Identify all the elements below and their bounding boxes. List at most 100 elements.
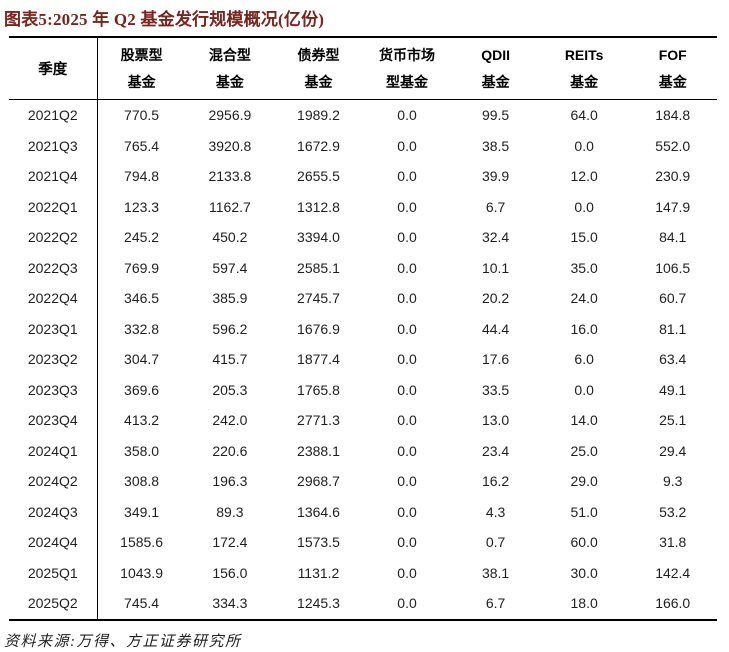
value-cell: 6.7 <box>485 595 506 612</box>
value-cell: 1162.7 <box>209 198 251 215</box>
value-cell: 220.6 <box>212 442 248 459</box>
value-cell: 0.0 <box>397 290 417 307</box>
value-cell: 0.0 <box>397 168 417 185</box>
column-header: QDII 基金 <box>451 37 540 100</box>
quarter-cell: 2021Q2 <box>9 99 98 131</box>
table-row: 2024Q3 349.1 89.3 1364.6 0.0 4.3 51.0 53.2 <box>9 496 717 527</box>
value-cell: 0.0 <box>397 412 417 429</box>
value-cell: 1989.2 <box>297 107 340 124</box>
value-cell: 0.0 <box>397 137 417 154</box>
quarter-cell: 2022Q4 <box>9 283 98 314</box>
value-cell: 1364.6 <box>297 503 340 520</box>
table-row: 2024Q1 358.0 220.6 2388.1 0.0 23.4 25.0 29.4 <box>9 435 717 466</box>
value-cell: 2968.7 <box>297 473 340 490</box>
value-cell: 106.5 <box>655 259 691 276</box>
value-cell: 2585.1 <box>297 259 340 276</box>
quarter-cell: 2024Q3 <box>9 496 98 527</box>
value-cell: 242.0 <box>212 412 248 429</box>
value-cell: 81.1 <box>659 320 687 337</box>
value-cell: 10.1 <box>481 259 510 276</box>
chart-title: 图表5:2025 年 Q2 基金发行规模概况(亿份) <box>4 10 325 29</box>
table-row: 2021Q3 765.4 3920.8 1672.9 0.0 38.5 0.0 552.0 <box>9 130 717 161</box>
column-header-line1: REITs <box>564 46 604 63</box>
table-row: 2023Q4 413.2 242.0 2771.3 0.0 13.0 14.0 25.1 <box>9 405 717 436</box>
quarter-cell: 2021Q4 <box>9 161 98 192</box>
value-cell: 2388.1 <box>297 442 340 459</box>
column-header: 货币市场 型基金 <box>363 37 452 100</box>
value-cell: 196.3 <box>212 473 248 490</box>
quarter-column-header: 季度 <box>9 37 98 100</box>
column-header-line1: FOF <box>658 46 687 63</box>
value-cell: 0.0 <box>397 473 417 490</box>
value-cell: 16.0 <box>570 320 598 337</box>
value-cell: 44.4 <box>481 320 510 337</box>
column-header-line1: 混合型 <box>208 46 251 63</box>
quarter-cell: 2023Q1 <box>9 313 98 344</box>
value-cell: 769.9 <box>124 259 160 276</box>
value-cell: 2745.7 <box>297 290 340 307</box>
fund-issuance-table: 季度 股票型 基金 混合型 基金 债券型 基金 货币市场 型基金 QDII 基金 REITs 基金 FO… <box>9 36 717 621</box>
value-cell: 15.0 <box>570 229 598 246</box>
quarter-cell: 2022Q3 <box>9 252 98 283</box>
value-cell: 0.0 <box>397 534 417 551</box>
value-cell: 23.4 <box>481 442 510 459</box>
value-cell: 13.0 <box>481 412 510 429</box>
value-cell: 30.0 <box>570 564 598 581</box>
table-row: 2024Q4 1585.6 172.4 1573.5 0.0 0.7 60.0 31.8 <box>9 527 717 558</box>
value-cell: 184.8 <box>655 107 691 124</box>
value-cell: 0.0 <box>397 259 417 276</box>
quarter-cell: 2024Q2 <box>9 466 98 497</box>
column-header: FOF 基金 <box>628 37 717 100</box>
column-header-line2: 基金 <box>481 73 510 90</box>
value-cell: 1765.8 <box>297 381 340 398</box>
table-row: 2022Q1 123.3 1162.7 1312.8 0.0 6.7 0.0 147.9 <box>9 191 717 222</box>
value-cell: 1573.5 <box>297 534 340 551</box>
value-cell: 2133.8 <box>208 168 252 185</box>
value-cell: 304.7 <box>124 351 160 368</box>
value-cell: 1676.9 <box>297 320 340 337</box>
value-cell: 64.0 <box>570 107 598 124</box>
value-cell: 4.3 <box>485 503 506 520</box>
column-header: REITs 基金 <box>540 37 629 100</box>
value-cell: 18.0 <box>570 595 598 612</box>
value-cell: 1245.3 <box>297 595 340 612</box>
column-header: 混合型 基金 <box>186 37 275 100</box>
value-cell: 0.0 <box>397 442 417 459</box>
value-cell: 38.5 <box>481 137 510 154</box>
value-cell: 346.5 <box>124 290 160 307</box>
value-cell: 230.9 <box>655 168 691 185</box>
value-cell: 9.3 <box>662 473 683 490</box>
value-cell: 123.3 <box>124 198 160 215</box>
column-header-line1: 债券型 <box>297 46 340 63</box>
value-cell: 358.0 <box>124 442 160 459</box>
column-header-line2: 基金 <box>215 73 244 90</box>
value-cell: 14.0 <box>570 412 598 429</box>
quarter-cell: 2023Q3 <box>9 374 98 405</box>
column-header-line2: 型基金 <box>386 73 429 90</box>
value-cell: 60.7 <box>659 290 687 307</box>
column-header-line2: 基金 <box>570 73 599 90</box>
column-header-line1: QDII <box>481 46 510 63</box>
header-row: 季度 股票型 基金 混合型 基金 债券型 基金 货币市场 型基金 QDII 基金 REITs 基金 FO… <box>9 37 717 100</box>
table-row: 2022Q4 346.5 385.9 2745.7 0.0 20.2 24.0 60.7 <box>9 283 717 314</box>
value-cell: 1877.4 <box>297 351 340 368</box>
value-cell: 745.4 <box>124 595 160 612</box>
column-header-line2: 基金 <box>127 73 156 90</box>
value-cell: 349.1 <box>124 503 160 520</box>
value-cell: 6.7 <box>485 198 506 215</box>
value-cell: 20.2 <box>481 290 510 307</box>
column-header: 债券型 基金 <box>274 37 363 100</box>
quarter-cell: 2023Q4 <box>9 405 98 436</box>
quarter-cell: 2024Q4 <box>9 527 98 558</box>
quarter-cell: 2025Q2 <box>9 588 98 620</box>
value-cell: 794.8 <box>124 168 160 185</box>
value-cell: 25.1 <box>659 412 687 429</box>
value-cell: 385.9 <box>212 290 248 307</box>
value-cell: 0.7 <box>485 534 506 551</box>
value-cell: 49.1 <box>659 381 687 398</box>
value-cell: 53.2 <box>659 503 687 520</box>
quarter-cell: 2022Q2 <box>9 222 98 253</box>
value-cell: 245.2 <box>124 229 160 246</box>
value-cell: 39.9 <box>481 168 510 185</box>
